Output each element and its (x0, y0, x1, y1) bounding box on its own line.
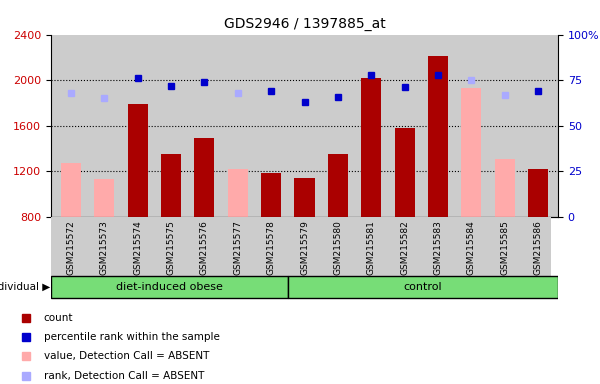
Bar (328, 154, 348, 217)
Text: diet-induced obese: diet-induced obese (116, 282, 223, 292)
Text: GSM215580: GSM215580 (334, 220, 343, 275)
FancyBboxPatch shape (51, 217, 551, 276)
Text: individual ▶: individual ▶ (0, 282, 50, 292)
Bar (428, 56, 448, 217)
Text: GSM215572: GSM215572 (67, 220, 76, 275)
FancyBboxPatch shape (51, 276, 288, 298)
Bar (94, 179, 115, 217)
Bar (361, 78, 381, 217)
Bar (194, 138, 214, 217)
Text: GSM215583: GSM215583 (433, 220, 442, 275)
Text: GSM215573: GSM215573 (100, 220, 109, 275)
Text: GSM215578: GSM215578 (266, 220, 275, 275)
Bar (461, 88, 481, 217)
Bar (228, 169, 248, 217)
Text: GSM215577: GSM215577 (233, 220, 242, 275)
Bar (261, 172, 281, 217)
Text: GSM215585: GSM215585 (500, 220, 509, 275)
Bar (61, 163, 81, 217)
Text: rank, Detection Call = ABSENT: rank, Detection Call = ABSENT (44, 371, 204, 381)
Bar (528, 169, 548, 217)
Text: GSM215576: GSM215576 (200, 220, 209, 275)
Text: percentile rank within the sample: percentile rank within the sample (44, 332, 220, 342)
Text: GSM215586: GSM215586 (533, 220, 542, 275)
FancyBboxPatch shape (288, 276, 558, 298)
Text: GSM215582: GSM215582 (400, 220, 409, 275)
Text: GSM215584: GSM215584 (467, 220, 476, 275)
Title: GDS2946 / 1397885_at: GDS2946 / 1397885_at (224, 17, 385, 31)
Text: count: count (44, 313, 73, 323)
Bar (128, 104, 148, 217)
Bar (494, 159, 515, 217)
Text: control: control (404, 282, 442, 292)
Text: GSM215581: GSM215581 (367, 220, 376, 275)
Text: GSM215574: GSM215574 (133, 220, 142, 275)
Text: GSM215579: GSM215579 (300, 220, 309, 275)
Bar (395, 128, 415, 217)
Bar (161, 154, 181, 217)
Bar (295, 178, 314, 217)
Text: value, Detection Call = ABSENT: value, Detection Call = ABSENT (44, 351, 209, 361)
Text: GSM215575: GSM215575 (167, 220, 176, 275)
